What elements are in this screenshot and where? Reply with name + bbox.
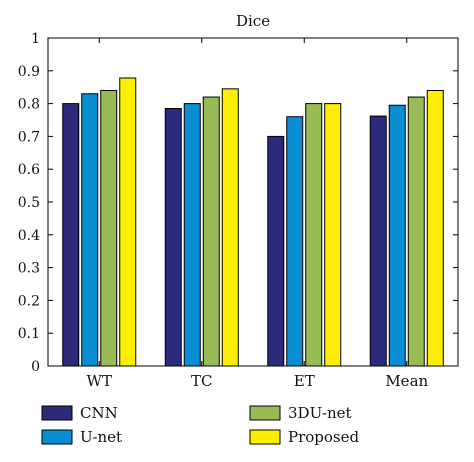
- y-tick-label: 0.3: [18, 261, 40, 277]
- y-tick-label: 0.6: [18, 162, 40, 178]
- bar-3du-net-et: [305, 103, 323, 367]
- bar-3du-net-mean: [407, 96, 425, 367]
- bar-cnn-tc: [164, 108, 182, 367]
- x-tick-label: ET: [294, 372, 315, 390]
- y-tick-label: 0.1: [18, 326, 40, 342]
- x-tick-label: Mean: [385, 372, 428, 390]
- bar-cnn-et: [267, 135, 285, 367]
- y-tick-label: 0.4: [18, 228, 40, 244]
- y-axis-ticks: 0 0.1 0.2 0.3 0.4 0.5 0.6 0.7 0.8 0.9 1: [18, 31, 458, 375]
- bar-proposed-tc: [221, 88, 239, 367]
- legend-swatch-u-net: [41, 429, 73, 445]
- bar-u-net-et: [286, 116, 304, 367]
- y-tick-label: 0.7: [18, 129, 40, 145]
- legend: CNN U-net 3DU-net Proposed: [41, 404, 360, 446]
- bar-proposed-wt: [119, 77, 137, 367]
- y-tick-label: 1: [31, 31, 40, 47]
- bar-proposed-mean: [426, 89, 444, 367]
- legend-label-u-net: U-net: [80, 428, 122, 446]
- y-tick-label: 0.5: [18, 195, 40, 211]
- y-tick-label: 0.2: [18, 293, 40, 309]
- legend-swatch-3du-net: [249, 405, 281, 421]
- bar-3du-net-tc: [202, 96, 220, 367]
- x-tick-label: TC: [191, 372, 212, 390]
- legend-label-3du-net: 3DU-net: [288, 404, 352, 422]
- bars-group: [62, 77, 444, 367]
- chart-title: Dice: [236, 12, 270, 30]
- bar-cnn-mean: [369, 115, 387, 367]
- bar-u-net-wt: [81, 93, 99, 367]
- bar-3du-net-wt: [100, 89, 118, 367]
- legend-swatch-cnn: [41, 405, 73, 421]
- y-tick-label: 0: [31, 359, 40, 375]
- legend-swatch-proposed: [249, 429, 281, 445]
- bar-cnn-wt: [62, 103, 80, 367]
- legend-label-proposed: Proposed: [288, 428, 360, 446]
- bar-u-net-mean: [388, 104, 406, 367]
- legend-label-cnn: CNN: [80, 404, 118, 422]
- bar-proposed-et: [324, 103, 342, 367]
- x-axis-ticks: WT TC ET Mean: [87, 38, 429, 390]
- y-tick-label: 0.9: [18, 64, 40, 80]
- bar-u-net-tc: [183, 103, 201, 367]
- x-tick-label: WT: [87, 372, 112, 390]
- y-tick-label: 0.8: [18, 97, 40, 113]
